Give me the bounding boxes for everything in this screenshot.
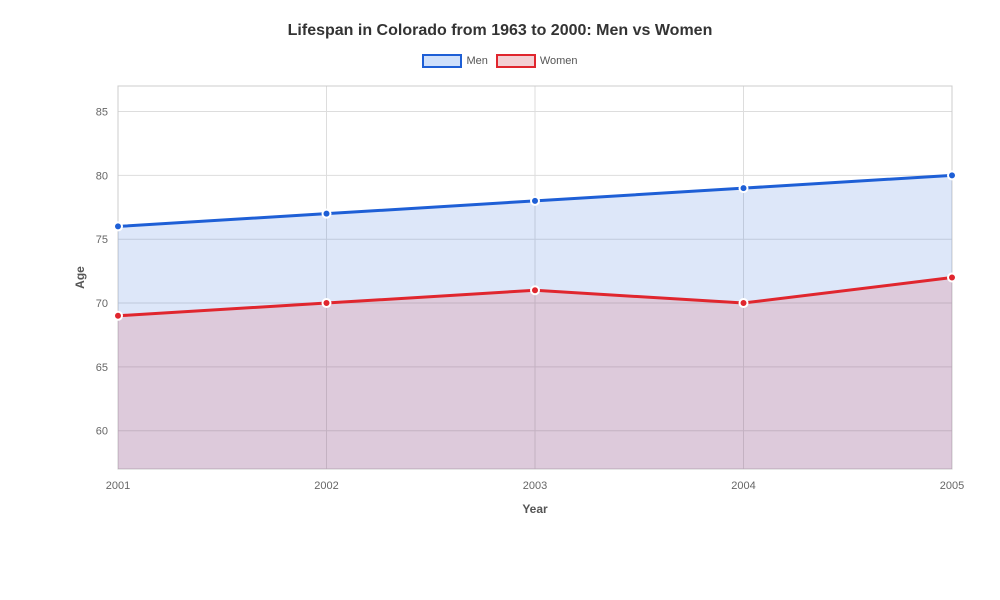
- y-tick-label: 65: [96, 362, 108, 374]
- x-tick-label: 2004: [731, 480, 755, 492]
- point-women[interactable]: [114, 312, 122, 320]
- legend-swatch-men: [422, 54, 462, 68]
- x-tick-label: 2002: [314, 480, 338, 492]
- point-men[interactable]: [531, 197, 539, 205]
- legend-swatch-women: [496, 54, 536, 68]
- legend-label-women: Women: [540, 55, 578, 67]
- y-axis-title: Age: [73, 266, 87, 289]
- x-tick-label: 2005: [940, 480, 964, 492]
- chart-plot: 60 65 70 75 80 85 2001 2002 2003 2004 2005 Year Age: [70, 80, 970, 525]
- x-tick-label: 2001: [106, 480, 130, 492]
- point-men[interactable]: [948, 171, 956, 179]
- y-tick-label: 85: [96, 107, 108, 119]
- point-women[interactable]: [323, 299, 331, 307]
- x-tick-label: 2003: [523, 480, 547, 492]
- chart-legend: Men Women: [0, 54, 1000, 68]
- chart-container: Lifespan in Colorado from 1963 to 2000: …: [0, 0, 1000, 600]
- y-tick-label: 60: [96, 426, 108, 438]
- point-women[interactable]: [740, 299, 748, 307]
- x-axis-title: Year: [522, 502, 548, 516]
- point-men[interactable]: [323, 210, 331, 218]
- point-women[interactable]: [531, 286, 539, 294]
- point-women[interactable]: [948, 274, 956, 282]
- legend-item-women[interactable]: Women: [496, 54, 578, 68]
- y-tick-label: 80: [96, 170, 108, 182]
- legend-label-men: Men: [466, 55, 487, 67]
- chart-title: Lifespan in Colorado from 1963 to 2000: …: [0, 22, 1000, 40]
- point-men[interactable]: [740, 184, 748, 192]
- y-tick-label: 70: [96, 298, 108, 310]
- legend-item-men[interactable]: Men: [422, 54, 487, 68]
- y-tick-label: 75: [96, 234, 108, 246]
- point-men[interactable]: [114, 222, 122, 230]
